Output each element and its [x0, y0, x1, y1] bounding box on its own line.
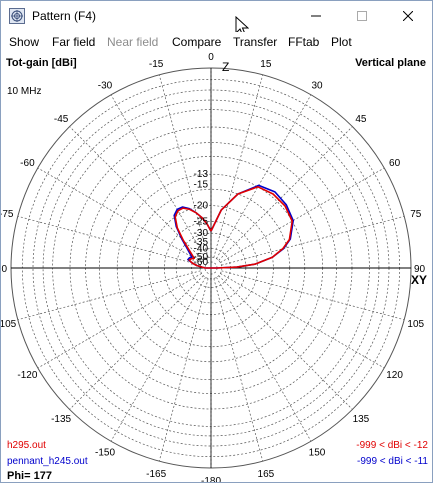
menu-plot[interactable]: Plot [331, 35, 352, 49]
angle-label: 15 [260, 59, 272, 70]
angle-label: -60 [20, 158, 35, 169]
angle-label: -75 [1, 209, 14, 220]
angle-label: -165 [146, 469, 166, 480]
angle-label: -135 [51, 414, 71, 425]
polar-labels: -165-150-135-120-105-90-75-60-45-30-1501… [0, 52, 426, 487]
legend-range-1: -999 < dBi < -12 [356, 440, 428, 451]
angle-label: 105 [407, 319, 424, 330]
ring-label: -30 [194, 228, 209, 239]
grid-spoke [216, 277, 312, 442]
menu-near-field[interactable]: Near field [107, 35, 159, 49]
angle-label: -90 [1, 264, 7, 275]
menu-compare[interactable]: Compare [172, 35, 222, 49]
grid-spoke [216, 94, 312, 259]
legend-range-2: -999 < dBi < -11 [357, 456, 428, 467]
grid-spoke [110, 94, 206, 259]
series-line-1 [174, 186, 293, 269]
axis-xy-label: XY [411, 273, 427, 287]
grid-spoke [37, 167, 202, 263]
angle-label: -30 [98, 80, 113, 91]
ring-label: -50 [194, 252, 209, 263]
menu-bar: Show Far field Near field Compare Transf… [1, 32, 432, 52]
grid-spoke [37, 273, 202, 369]
minimize-icon [311, 15, 321, 17]
angle-label: -45 [54, 114, 69, 125]
pattern-series [173, 184, 294, 269]
angle-label: 165 [258, 469, 275, 480]
grid-spoke [220, 273, 385, 369]
menu-far-field[interactable]: Far field [52, 35, 96, 49]
grid-spoke [213, 74, 264, 258]
angle-label: -105 [1, 319, 17, 330]
axis-z-label: Z [222, 60, 229, 74]
angle-label: 45 [355, 114, 367, 125]
angle-label: 60 [389, 158, 401, 169]
pattern-plot-area[interactable]: -165-150-135-120-105-90-75-60-45-30-1501… [0, 52, 432, 487]
app-icon [9, 8, 25, 24]
phi-label: Phi= 177 [7, 470, 52, 482]
angle-label: -15 [149, 59, 164, 70]
angle-label: 150 [309, 448, 326, 459]
grid-spoke [110, 277, 206, 442]
title-bar[interactable]: Pattern (F4) [1, 1, 432, 32]
grid-spoke [17, 270, 201, 321]
ring-label: -35 [194, 237, 209, 248]
grid-spoke [69, 126, 204, 261]
angle-label: 135 [353, 414, 370, 425]
angle-label: 30 [311, 80, 323, 91]
menu-show[interactable]: Show [9, 35, 40, 49]
grid-spoke [213, 278, 264, 462]
angle-label: 75 [410, 209, 422, 220]
menu-transfer[interactable]: Transfer [233, 35, 278, 49]
header-right: Vertical plane [355, 57, 426, 69]
ring-label: -60 [194, 257, 209, 268]
angle-label: 90 [414, 264, 426, 275]
ring-label: -25 [194, 216, 209, 227]
ring-label: -13 [194, 169, 209, 180]
angle-label: -150 [95, 448, 115, 459]
frequency-label: 10 MHz [7, 86, 41, 97]
grid-spoke [218, 275, 353, 410]
grid-spoke [220, 167, 385, 263]
polar-plot: -165-150-135-120-105-90-75-60-45-30-1501… [0, 52, 428, 487]
grid-spoke [158, 74, 209, 258]
legend-name-1: h295.out [7, 440, 46, 451]
angle-label: 120 [386, 370, 403, 381]
ring-label: -20 [194, 201, 209, 212]
grid-spoke [69, 275, 204, 410]
grid-spoke [158, 278, 209, 462]
close-button[interactable] [385, 1, 431, 31]
legend-name-2: pennant_h245.out [7, 456, 88, 467]
angle-label: -120 [17, 370, 37, 381]
ring-label: -40 [194, 244, 209, 255]
maximize-button[interactable] [339, 1, 385, 31]
polar-grid [10, 67, 412, 469]
angle-label: 0 [208, 52, 214, 63]
grid-spoke [221, 270, 405, 321]
angle-label: -180 [201, 476, 221, 482]
minimize-button[interactable] [293, 1, 339, 31]
menu-fftab[interactable]: FFtab [288, 35, 320, 49]
maximize-icon [357, 11, 367, 21]
ring-label: -15 [194, 180, 209, 191]
window-title: Pattern (F4) [32, 9, 97, 23]
close-icon [403, 11, 413, 21]
header-left: Tot-gain [dBi] [6, 57, 77, 69]
grid-spoke [17, 215, 201, 266]
grid-spoke [221, 215, 405, 266]
grid-spoke [218, 126, 353, 261]
